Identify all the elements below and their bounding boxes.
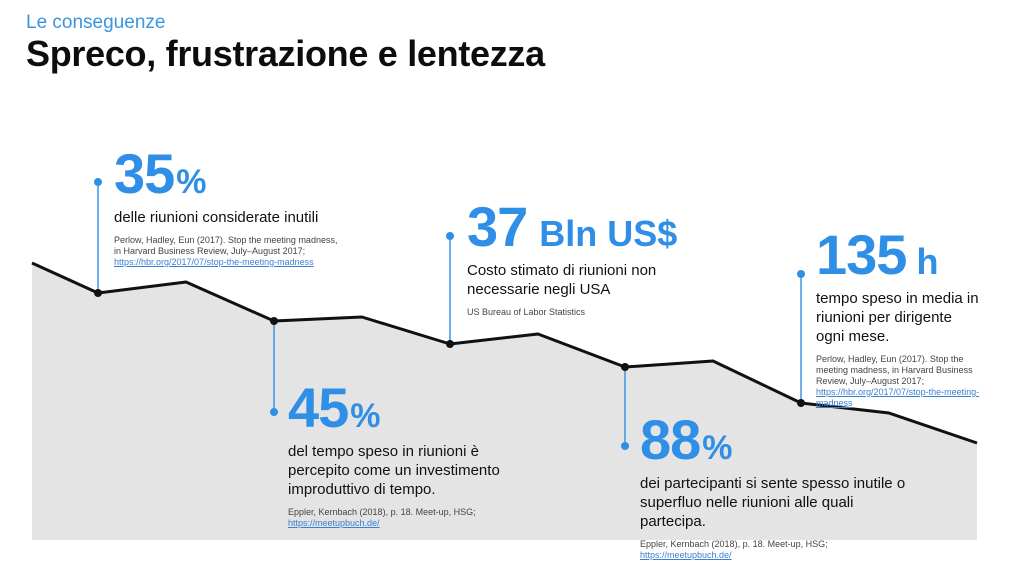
stat-description: dei partecipanti si sente spesso inutile…	[640, 475, 906, 530]
stat-block-135: 135 h tempo speso in media in riunioni pe…	[816, 227, 981, 409]
marker-dot-88	[621, 442, 629, 450]
source-link[interactable]: https://meetupbuch.de/	[640, 550, 732, 560]
marker-dot-35	[94, 178, 102, 186]
stat-block-45: 45% del tempo speso in riunioni è percep…	[288, 380, 523, 529]
stat-block-35: 35% delle riunioni considerate inutili P…	[114, 146, 339, 268]
line-point	[446, 340, 454, 348]
stat-description: delle riunioni considerate inutili	[114, 209, 319, 226]
source-link[interactable]: https://hbr.org/2017/07/stop-the-meeting…	[114, 257, 314, 267]
stat-description: tempo speso in media in riunioni per dir…	[816, 290, 979, 345]
stat-description: del tempo speso in riunioni è percepito …	[288, 443, 500, 498]
stat-source: Perlow, Hadley, Eun (2017). Stop the mee…	[114, 235, 338, 267]
stat-block-88: 88% dei partecipanti si sente spesso inu…	[640, 412, 920, 561]
line-point	[797, 399, 805, 407]
grey-area	[32, 263, 977, 540]
line-point	[270, 317, 278, 325]
stat-block-37: 37 Bln US$ Costo stimato di riunioni non …	[467, 199, 707, 318]
source-link[interactable]: https://meetupbuch.de/	[288, 518, 380, 528]
stat-source: US Bureau of Labor Statistics	[467, 307, 586, 317]
stat-source: Eppler, Kernbach (2018), p. 18. Meet-up,…	[640, 539, 920, 561]
line-point	[94, 289, 102, 297]
slide-subtitle: Le conseguenze	[26, 12, 166, 33]
stat-value-37: 37 Bln US$	[467, 195, 678, 258]
marker-dot-37	[446, 232, 454, 240]
stat-value-135: 135 h	[816, 223, 939, 286]
stat-value-35: 35%	[114, 142, 207, 205]
stat-value-45: 45%	[288, 376, 381, 439]
slide-title: Spreco, frustrazione e lentezza	[26, 33, 545, 74]
source-link[interactable]: https://hbr.org/2017/07/stop-the-meeting…	[816, 387, 980, 408]
marker-dot-135	[797, 270, 805, 278]
stat-source: Eppler, Kernbach (2018), p. 18. Meet-up,…	[288, 507, 523, 529]
marker-dot-45	[270, 408, 278, 416]
stat-description: Costo stimato di riunioni non necessarie…	[467, 262, 657, 298]
line-point	[621, 363, 629, 371]
stat-source: Perlow, Hadley, Eun (2017). Stop the mee…	[816, 354, 980, 408]
trend-line	[31, 261, 978, 445]
stat-value-88: 88%	[640, 408, 733, 471]
